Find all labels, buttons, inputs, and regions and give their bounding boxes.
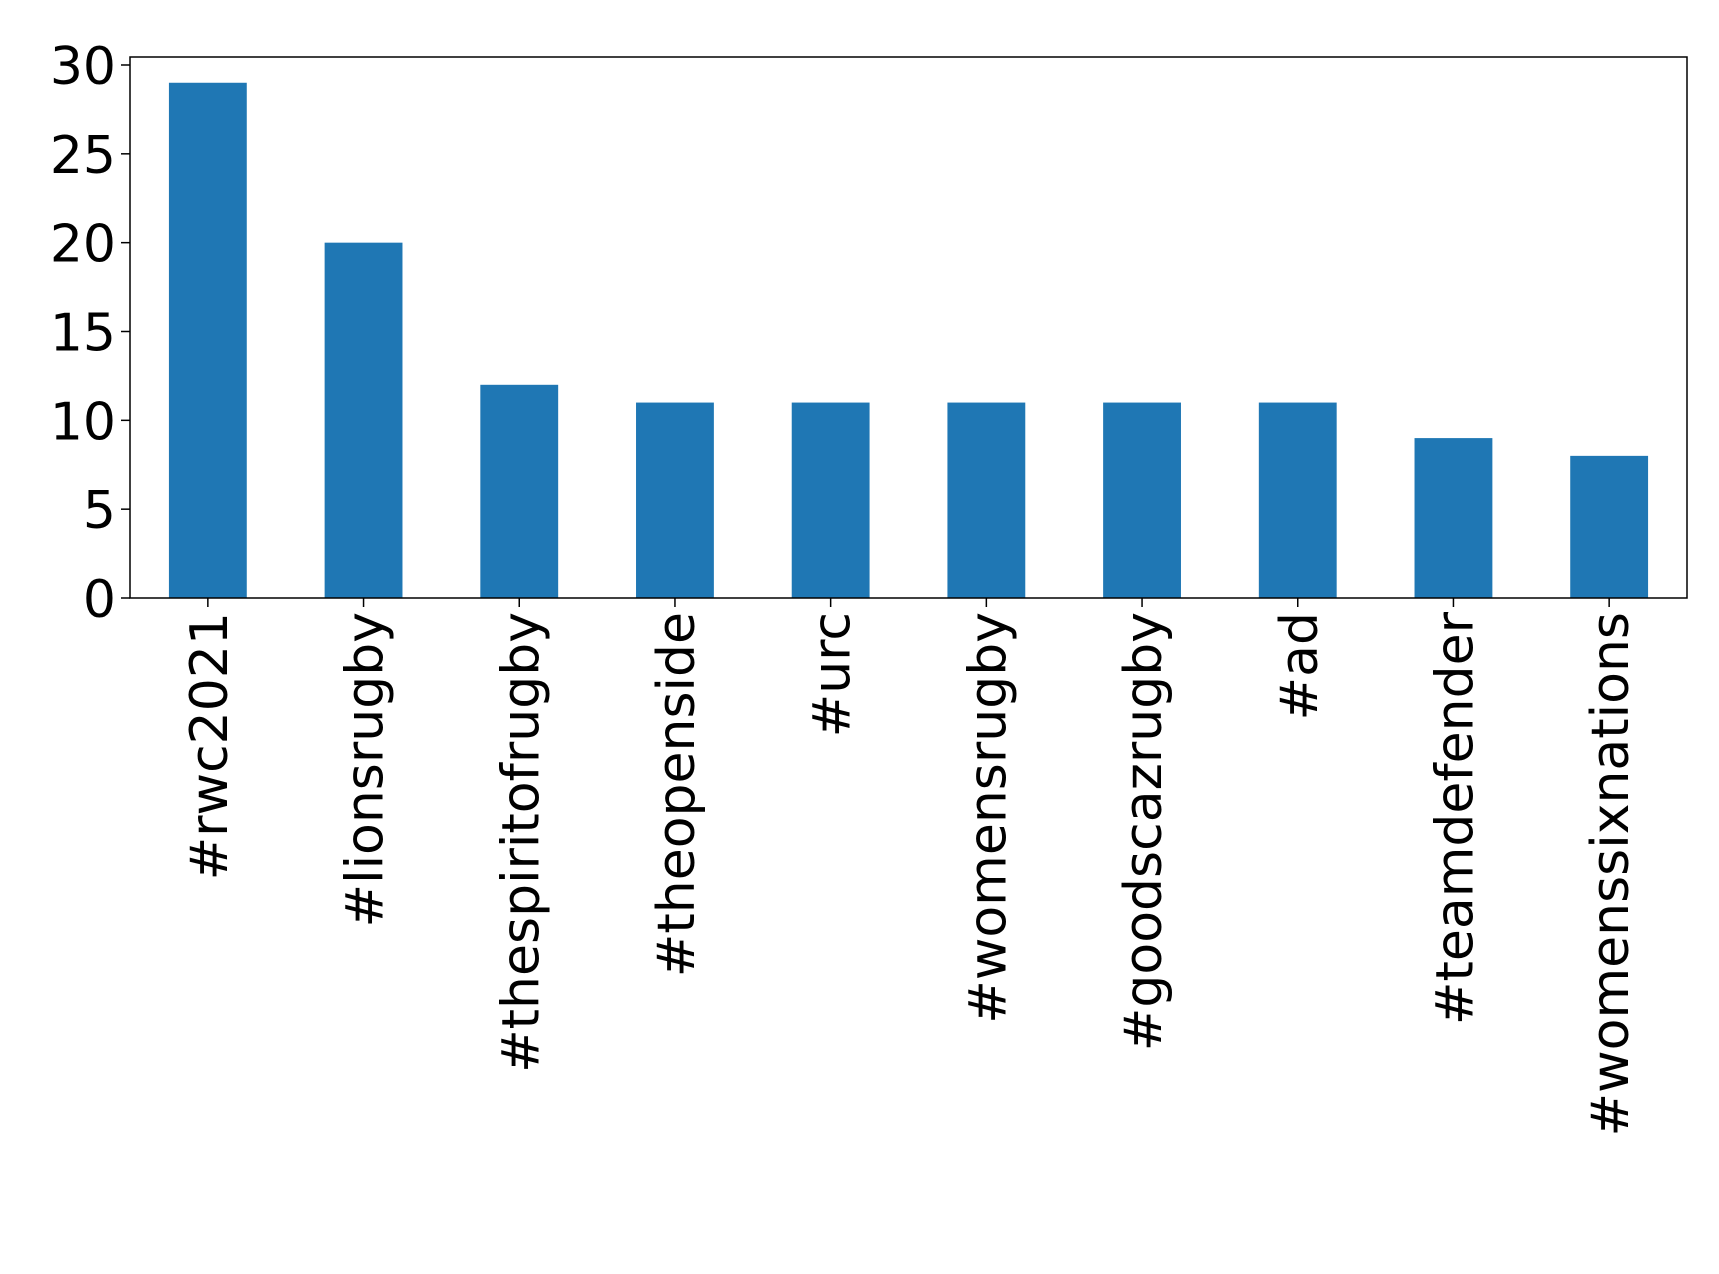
bar [480,384,559,598]
plot-frame [129,56,1688,599]
x-tick-label: #ad [1270,612,1330,720]
bar [791,402,870,598]
bar [324,242,403,598]
x-tick-label: #thespiritofrugby [491,612,551,1073]
x-tick-label: #teamdefender [1425,611,1485,1025]
y-tick-label: 20 [50,215,116,275]
x-tick-label: #theopenside [647,612,707,977]
y-tick-label: 25 [50,126,116,186]
bar [636,402,714,598]
x-tick-label: #goodscazrugby [1114,612,1174,1051]
y-tick-label: 15 [50,303,116,363]
bar [168,82,247,598]
bar [1103,402,1181,598]
bar [1258,402,1337,598]
y-tick-label: 10 [50,392,116,452]
bar [947,402,1026,598]
x-tick-label: #urc [803,612,863,737]
y-tick-label: 5 [83,481,116,541]
x-tick-label: #rwc2021 [180,612,240,880]
x-tick-label: #womensrugby [958,612,1018,1024]
bar [1414,438,1493,598]
bar [1570,455,1649,598]
x-tick-label: #lionsrugby [336,612,396,927]
y-tick-label: 30 [50,37,116,97]
x-tick-label: #womenssixnations [1581,612,1641,1136]
y-tick-label: 0 [83,570,116,630]
